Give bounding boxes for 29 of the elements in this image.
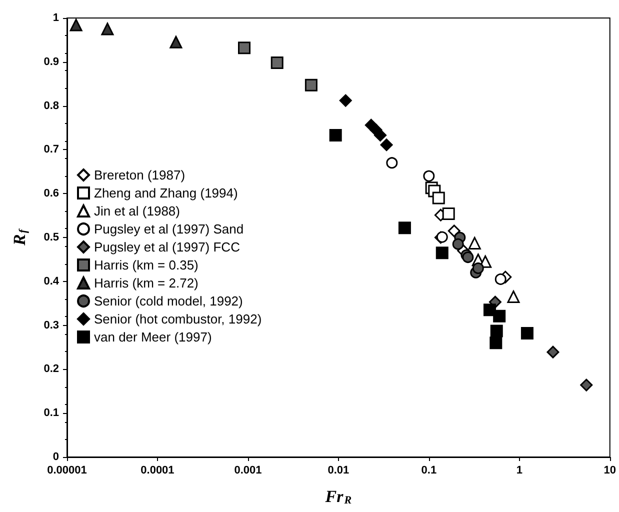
x-tick-label: 0.001 [234,464,262,476]
x-tick-label: 1 [516,464,522,476]
y-tick-label: 0 [52,451,59,463]
legend-label: Senior (hot combustor, 1992) [94,312,262,326]
legend-label: Pugsley et al (1997) Sand [94,222,244,236]
x-tick-label: 10 [604,464,616,476]
y-tick-label: 1 [52,12,59,24]
legend-label: Brereton (1987) [94,168,186,182]
legend-label: Zheng and Zhang (1994) [94,186,238,200]
y-tick-label: 0.9 [44,56,59,68]
y-tick-label: 0.6 [44,188,59,200]
legend-label: Jin et al (1988) [94,204,180,218]
y-tick-label: 0.1 [44,407,59,420]
x-tick-label: 0.00001 [47,464,87,476]
y-tick-label: 0.3 [44,319,59,332]
y-tick-label: 0.4 [44,275,60,288]
y-axis-title: Rf [10,228,30,247]
x-tick-label: 0.01 [328,464,350,476]
y-tick-label: 0.2 [44,363,59,376]
y-tick-label: 0.7 [44,144,59,156]
legend-label: Pugsley et al (1997) FCC [94,240,240,254]
x-tick-label: 0.1 [421,464,437,476]
y-tick-label: 0.8 [44,100,59,112]
legend-label: van der Meer (1997) [94,330,212,344]
y-tick-label: 0.5 [44,232,59,244]
x-tick-label: 0.0001 [140,464,174,476]
legend-label: Harris (km = 0.35) [94,258,198,272]
legend-label: Harris (km = 2.72) [94,276,198,290]
legend-label: Senior (cold model, 1992) [94,294,243,308]
